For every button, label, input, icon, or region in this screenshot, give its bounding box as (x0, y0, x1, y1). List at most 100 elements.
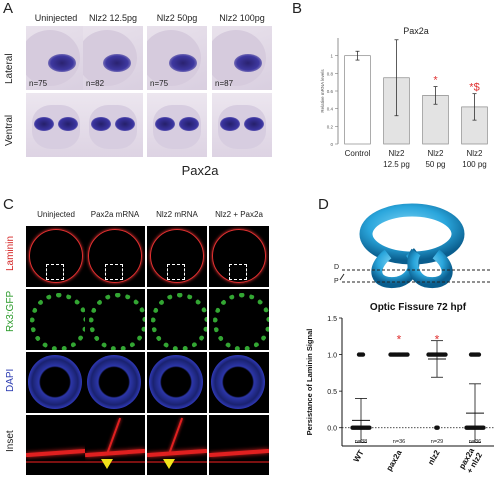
y-axis-label: Relative mRNA levels (320, 69, 325, 113)
y-tick-label: 1.0 (327, 353, 337, 360)
laminin-band (147, 448, 207, 458)
pax2a-stain (48, 54, 76, 72)
data-point (367, 425, 372, 430)
data-point (481, 425, 486, 430)
fluorescence-image (26, 352, 86, 413)
y-tick-label: 1.5 (327, 316, 337, 323)
lateral-embryo-image: n=75 (147, 26, 207, 90)
laminin-band (209, 448, 269, 458)
n-count: n=75 (150, 79, 169, 88)
lateral-embryo-image: n=82 (83, 26, 143, 90)
category-label: pax2a (385, 448, 404, 473)
ventral-embryo-image (212, 93, 272, 157)
laminin-band-lower (85, 461, 145, 463)
column-header: Uninjected (37, 210, 75, 219)
n-count: n=75 (29, 79, 48, 88)
data-point (435, 425, 440, 430)
inset-image (85, 415, 145, 475)
panel-a-label: A (3, 0, 14, 17)
panel-b-label: B (292, 0, 303, 17)
row-label: Laminin (5, 235, 16, 271)
row-label: Inset (5, 430, 16, 452)
fluorescence-image (209, 226, 269, 287)
fluorescence-image (85, 226, 145, 287)
gfp-ring (89, 293, 145, 350)
y-tick-label: 0.5 (327, 389, 337, 396)
lateral-embryo-image: n=75 (26, 26, 86, 90)
category-label: Nlz2 (466, 149, 483, 158)
row-label: Rx3:GFP (5, 290, 16, 332)
y-tick-label: 0.8 (327, 71, 334, 76)
inset-region-box (167, 264, 185, 280)
y-tick-label: 0.0 (327, 426, 337, 433)
y-tick-label: 0.4 (327, 107, 334, 112)
n-count: n=87 (215, 79, 234, 88)
category-label: 100 pg (462, 160, 486, 169)
significance-marker: *$ (469, 82, 479, 94)
inset-region-box (229, 264, 247, 280)
inset-image (26, 415, 86, 475)
dapi-retina (211, 355, 265, 409)
pax2a-stain-right (115, 117, 135, 131)
gfp-ring (151, 293, 207, 350)
fluorescence-image (85, 289, 145, 350)
panel-b-bar-chart: Pax2a 0 0.2 0.4 0.6 0.8 1 Relative mRNA levels C… (320, 26, 488, 169)
pax2a-stain-right (179, 117, 199, 131)
plane-label-p: P (334, 278, 339, 285)
fluorescence-image (26, 226, 86, 287)
pax2a-stain (169, 54, 197, 72)
column-header: Nlz2 mRNA (156, 210, 198, 219)
panel-a-gene-label: Pax2a (181, 163, 219, 178)
gfp-ring (213, 293, 269, 350)
y-tick-label: 0 (330, 142, 333, 147)
y-tick-label: 0.6 (327, 89, 334, 94)
fluorescence-image (147, 289, 207, 350)
significance-marker: * (433, 75, 438, 87)
y-axis-label: Persistance of Laminin Signal (305, 329, 314, 436)
laminin-fissure-stripe (168, 417, 184, 453)
laminin-band (26, 448, 86, 458)
laminin-ring (150, 229, 204, 283)
pax2a-stain-right (244, 117, 264, 131)
eye-3d-render (339, 203, 490, 289)
fluorescence-image (209, 352, 269, 413)
category-label: nlz2 (426, 448, 442, 466)
n-count-label: n=36 (393, 439, 405, 445)
category-label: Nlz2 (427, 149, 444, 158)
laminin-band-lower (209, 461, 269, 463)
column-header: Nlz2 + Pax2a (215, 210, 263, 219)
pax2a-stain-left (34, 117, 54, 131)
data-point (443, 352, 448, 357)
category-label: WT (352, 448, 366, 463)
category-label: Control (345, 149, 371, 158)
pax2a-stain (103, 54, 131, 72)
pax2a-stain-left (220, 117, 240, 131)
y-tick-label: 0.2 (327, 124, 334, 129)
dapi-retina (28, 355, 82, 409)
laminin-fissure-stripe (106, 417, 122, 453)
y-tick-label: 1 (330, 54, 333, 59)
arrowhead-icon (163, 459, 175, 469)
laminin-band-lower (147, 461, 207, 463)
column-header: Pax2a mRNA (90, 210, 140, 219)
category-label: Nlz2 (388, 149, 405, 158)
laminin-band-lower (26, 461, 86, 463)
column-header: Nlz2 12.5pg (88, 13, 138, 23)
category-label: 12.5 pg (383, 160, 410, 169)
panel-c-label: C (3, 196, 14, 213)
fluorescence-image (209, 289, 269, 350)
significance-marker: * (435, 333, 440, 347)
ventral-embryo-image (83, 93, 143, 157)
significance-marker: * (397, 333, 402, 347)
fluorescence-image (147, 352, 207, 413)
category-label-text: WT (352, 448, 366, 463)
category-label-text: nlz2 (426, 448, 442, 466)
data-point (360, 352, 366, 357)
gfp-ring (30, 293, 86, 350)
row-label: Ventral (4, 114, 15, 146)
laminin-ring (29, 229, 83, 283)
column-header: Uninjected (34, 13, 78, 23)
pax2a-stain-left (155, 117, 175, 131)
category-label-text: pax2a (385, 448, 404, 473)
dapi-retina (87, 355, 141, 409)
